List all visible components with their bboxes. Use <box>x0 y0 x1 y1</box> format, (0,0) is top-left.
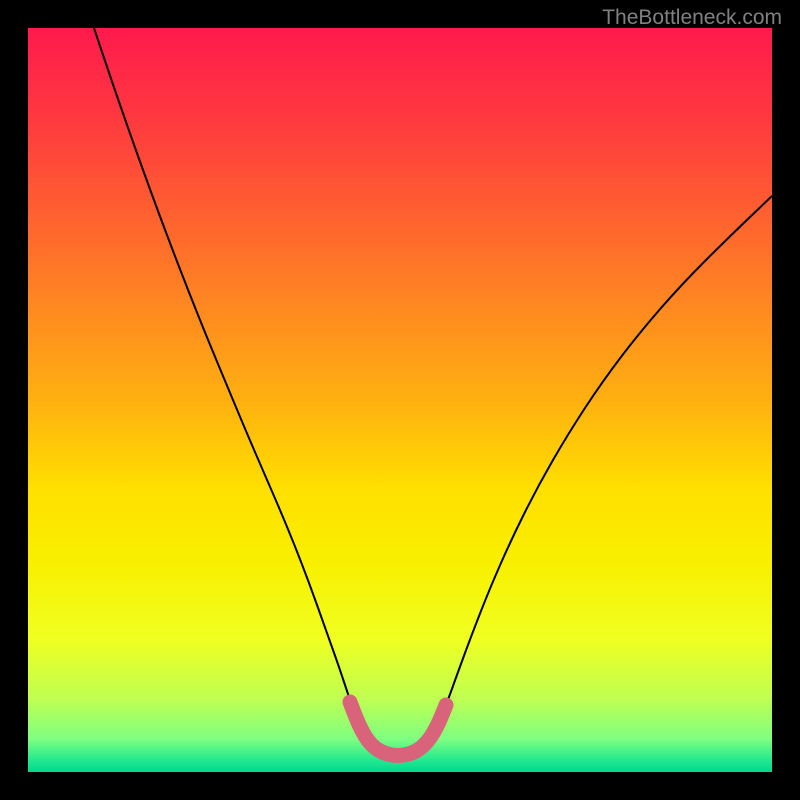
watermark-text: TheBottleneck.com <box>602 6 782 30</box>
curve-svg <box>28 28 772 772</box>
plot-area <box>28 28 772 772</box>
optimal-zone-marker <box>350 702 446 756</box>
bottleneck-curve <box>94 28 772 756</box>
